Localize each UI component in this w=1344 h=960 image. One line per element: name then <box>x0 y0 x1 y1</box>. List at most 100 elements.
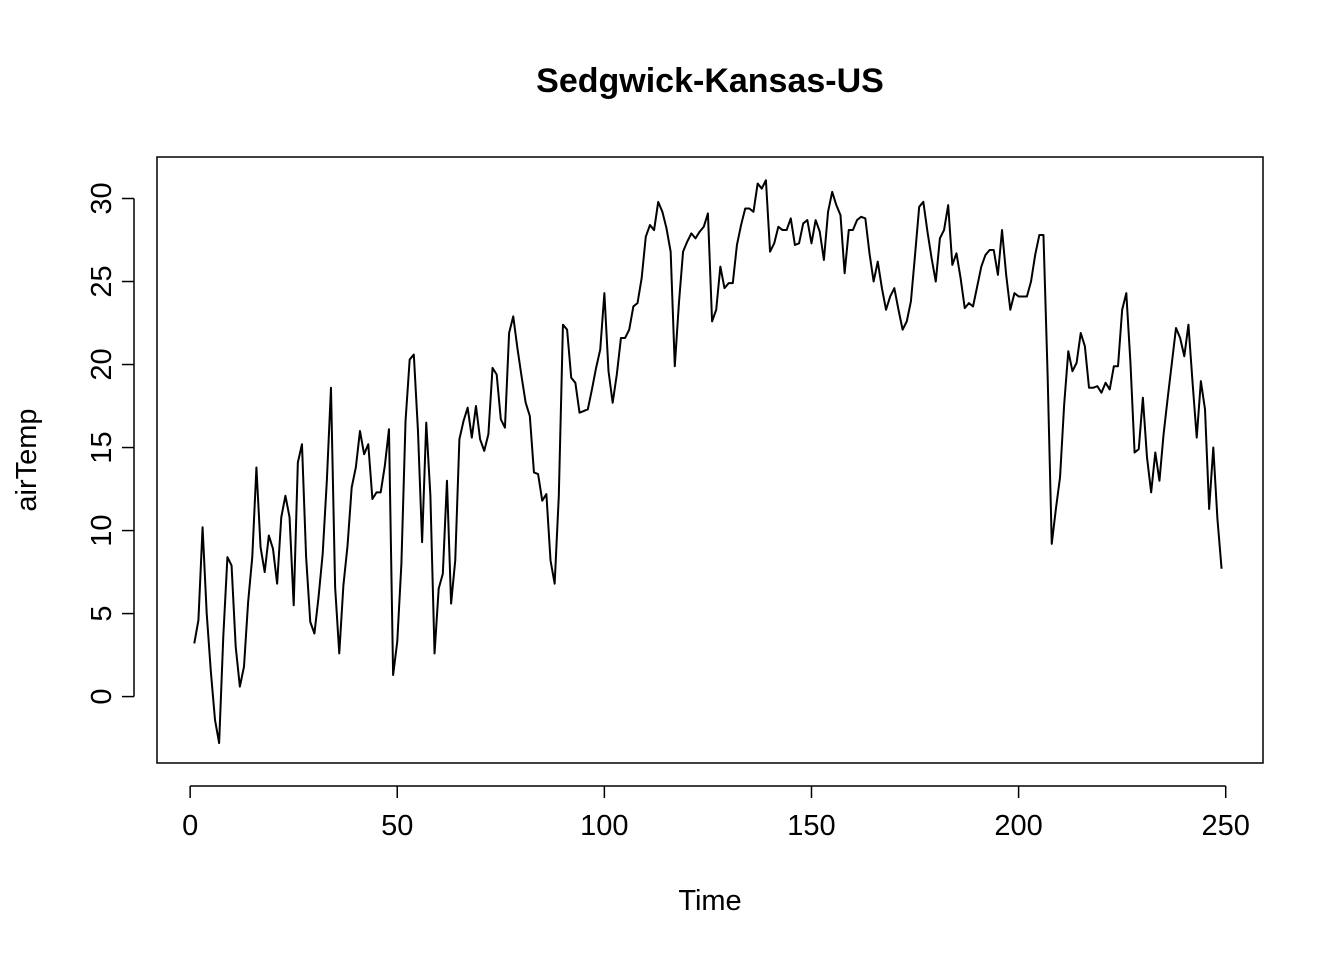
data-point <box>939 237 941 239</box>
data-point <box>1216 518 1218 520</box>
airtemp-series-line <box>193 179 1223 745</box>
data-point <box>347 545 349 547</box>
data-point <box>910 300 912 302</box>
data-point <box>1146 457 1148 459</box>
data-point <box>765 179 767 181</box>
data-point <box>703 226 705 228</box>
data-point <box>678 302 680 304</box>
data-point <box>637 302 639 304</box>
data-point <box>715 309 717 311</box>
x-tick-label: 200 <box>994 810 1042 842</box>
data-point <box>1154 452 1156 454</box>
data-point <box>873 281 875 283</box>
data-point <box>951 264 953 266</box>
data-point <box>442 573 444 575</box>
data-point <box>562 324 564 326</box>
data-point <box>1084 345 1086 347</box>
data-point <box>728 282 730 284</box>
data-point <box>922 201 924 203</box>
data-point <box>222 636 224 638</box>
data-point <box>297 461 299 463</box>
data-point <box>897 309 899 311</box>
data-point <box>475 405 477 407</box>
data-point <box>388 428 390 430</box>
data-point <box>1022 295 1024 297</box>
data-point <box>1018 295 1020 297</box>
data-point <box>504 427 506 429</box>
data-point <box>355 466 357 468</box>
data-point <box>313 633 315 635</box>
data-point <box>889 295 891 297</box>
data-point <box>748 207 750 209</box>
data-point <box>877 261 879 263</box>
data-point <box>206 613 208 615</box>
data-point <box>1183 355 1185 357</box>
data-point <box>860 216 862 218</box>
y-tick-label: 25 <box>86 265 118 297</box>
data-point <box>500 418 502 420</box>
data-point <box>463 420 465 422</box>
data-point <box>487 433 489 435</box>
data-point <box>649 224 651 226</box>
data-point <box>574 382 576 384</box>
x-axis-label: Time <box>678 885 741 917</box>
data-point <box>786 229 788 231</box>
data-point <box>1167 397 1169 399</box>
data-point <box>599 349 601 351</box>
data-point <box>711 320 713 322</box>
data-point <box>893 287 895 289</box>
data-point <box>318 596 320 598</box>
data-point <box>380 491 382 493</box>
data-point <box>740 224 742 226</box>
data-point <box>645 236 647 238</box>
data-point <box>1142 397 1144 399</box>
data-point <box>1055 508 1057 510</box>
data-point <box>243 666 245 668</box>
data-point <box>400 563 402 565</box>
data-point <box>980 266 982 268</box>
data-point <box>305 556 307 558</box>
y-axis: 0 5 10 15 20 25 30 <box>86 182 135 705</box>
data-point <box>839 214 841 216</box>
data-point <box>848 229 850 231</box>
data-point <box>612 402 614 404</box>
data-point <box>1096 385 1098 387</box>
data-point <box>367 443 369 445</box>
data-point <box>1150 491 1152 493</box>
data-point <box>806 219 808 221</box>
data-point <box>405 420 407 422</box>
data-point <box>479 438 481 440</box>
data-point <box>935 281 937 283</box>
data-point <box>458 438 460 440</box>
data-point <box>537 473 539 475</box>
data-point <box>864 217 866 219</box>
data-point <box>268 535 270 537</box>
data-point <box>558 495 560 497</box>
data-point <box>1071 370 1073 372</box>
data-point <box>1134 452 1136 454</box>
data-point <box>976 286 978 288</box>
data-point <box>284 495 286 497</box>
data-point <box>392 674 394 676</box>
data-point <box>413 354 415 356</box>
data-point <box>1113 365 1115 367</box>
data-point <box>450 603 452 605</box>
data-point <box>781 229 783 231</box>
data-point <box>239 686 241 688</box>
data-point <box>757 183 759 185</box>
data-point <box>525 402 527 404</box>
data-point <box>1212 447 1214 449</box>
data-point <box>483 450 485 452</box>
data-point <box>210 671 212 673</box>
data-point <box>193 642 195 644</box>
data-point <box>1163 433 1165 435</box>
data-point <box>429 495 431 497</box>
data-point <box>218 742 220 744</box>
data-point <box>1009 309 1011 311</box>
data-point <box>214 719 216 721</box>
data-point <box>1092 387 1094 389</box>
data-point <box>1063 403 1065 405</box>
data-point <box>496 374 498 376</box>
data-point <box>301 443 303 445</box>
data-point <box>1171 362 1173 364</box>
